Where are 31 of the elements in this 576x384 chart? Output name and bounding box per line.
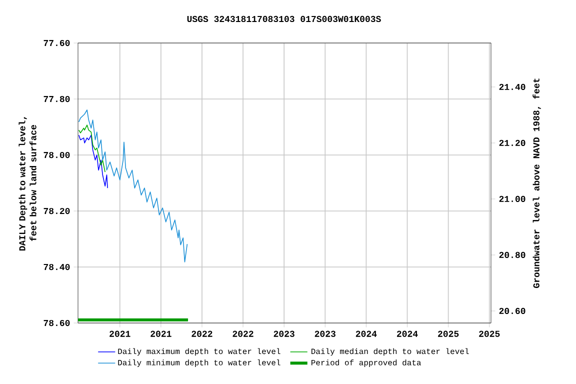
y-tick-label: 77.60	[44, 40, 70, 46]
x-tick-label: 2025	[479, 330, 500, 337]
y2-tick-label: 20.60	[499, 308, 526, 314]
x-tick-label: 2021	[150, 330, 172, 337]
y2-tick-label: 20.80	[499, 252, 526, 258]
chart-title: USGS 324318117083103 017S003W01K003S	[187, 16, 381, 22]
y-tick-label: 78.40	[44, 264, 70, 270]
y-tick-label: 77.80	[44, 96, 70, 102]
legend-label: Daily minimum depth to water level	[118, 359, 280, 367]
x-tick-label: 2022	[192, 330, 212, 337]
line-series	[78, 134, 108, 188]
x-tick-label: 2024	[356, 330, 377, 337]
line-series	[78, 124, 106, 172]
y-tick-label: 78.00	[44, 152, 70, 158]
y-tick-label: 78.20	[44, 208, 70, 214]
y2-tick-label: 21.00	[499, 196, 526, 202]
line-series	[78, 110, 188, 262]
x-tick-label: 2025	[438, 330, 459, 337]
y2-tick-label: 21.40	[499, 84, 526, 90]
y-axis-title: DAILY Depth to water level, feet below land surface	[18, 117, 36, 251]
legend-label: Daily median depth to water level	[312, 348, 469, 356]
x-tick-label: 2021	[110, 330, 130, 337]
x-tick-label: 2023	[314, 330, 336, 337]
x-tick-label: 2024	[396, 330, 418, 337]
x-tick-label: 2023	[274, 330, 294, 337]
y2-tick-label: 21.20	[499, 140, 526, 146]
y-tick-label: 78.60	[44, 320, 70, 326]
legend-label: Period of approved data	[312, 359, 422, 367]
legend-label: Daily maximum depth to water level	[118, 348, 280, 356]
y2-axis-title: Groundwater level above NAVD 1988, feet	[532, 78, 541, 288]
x-tick-label: 2022	[232, 330, 254, 337]
